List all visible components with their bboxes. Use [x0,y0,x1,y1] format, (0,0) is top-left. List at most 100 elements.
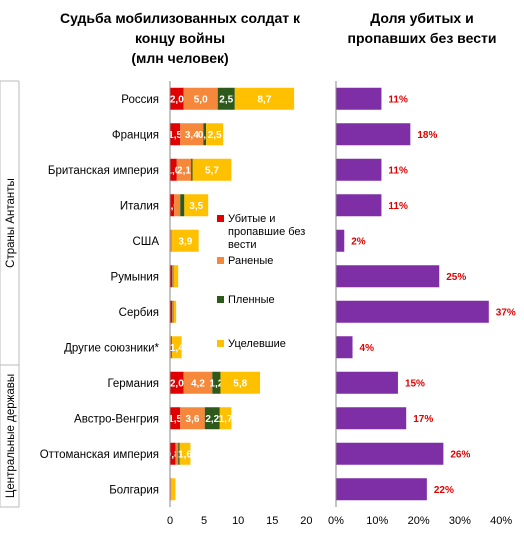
left-x-tick-label: 15 [266,515,278,527]
segment-value-label: 2,2 [205,414,219,425]
stacked-bar-segment [170,371,184,394]
share-bar [336,123,411,146]
share-bar [336,336,353,359]
segment-value-label: 5,0 [194,94,208,105]
legend-swatch [217,257,224,264]
group-label: Центральные державы [5,374,17,498]
group-axis: Страны Антанты Центральные державы [0,80,20,508]
stacked-bar-segment [180,194,185,217]
right-x-tick-label: 0% [328,515,344,527]
legend: Убитые и пропавшие без вести Раненые Пленные… [217,213,305,350]
legend-swatch [217,296,224,303]
stacked-bar-segment [192,158,232,181]
left-x-tick-label: 5 [201,515,207,527]
stacked-bar-segment [183,87,218,110]
share-value-label: 11% [388,201,408,212]
category-label: Россия [121,94,159,106]
category-label: Румыния [111,271,159,283]
segment-value-label: 5,8 [233,378,247,389]
stacked-bar-segment [179,442,191,465]
stacked-bar-segment [183,371,213,394]
category-label: Болгария [109,484,159,496]
share-value-label: 25% [446,272,466,283]
segment-value-label: 0,8 [166,449,180,460]
axes: 0 5 10 15 20 0% 10% 20% 30% 40% [167,81,512,527]
stacked-bar-segment [175,442,179,465]
share-value-label: 2% [351,236,366,247]
right-x-tick-label: 30% [449,515,471,527]
stacked-bar-segment [172,229,199,252]
stacked-bar-segment [170,87,184,110]
group-label: Страны Антанты [5,178,17,268]
segment-value-label: 5,7 [205,165,219,176]
category-labels: Россия Франция Британская империя Италия США… [40,94,160,497]
left-chart-title-line-1: Судьба мобилизованных солдат к [60,10,301,26]
stacked-bar-segment [170,158,177,181]
right-x-tick-label: 40% [490,515,512,527]
segment-value-label: 1,0 [166,165,180,176]
stacked-bar-segment [170,265,173,288]
stacked-bar-segment [217,87,235,110]
left-stacked-bars: 2,0 5,0 2,5 8,71,5 3,4 0,42,51,02,1 5,70,6 3,53… [165,87,295,501]
legend-label: Убитые и пропавшие без вести [228,213,305,251]
share-value-label: 15% [405,378,425,389]
stacked-bar-segment [219,407,232,430]
share-value-label: 18% [417,130,437,141]
category-label: Сербия [119,307,159,319]
share-value-label: 4% [360,343,375,354]
share-bar [336,300,489,323]
stacked-bar-segment [180,123,204,146]
share-value-label: 11% [388,94,408,105]
share-bar [336,265,440,288]
right-x-tick-label: 10% [366,515,388,527]
segment-value-label: 8,7 [258,94,272,105]
stacked-bar-segment [176,158,192,181]
segment-value-label: 1,4 [170,343,184,354]
legend-swatch [217,215,224,222]
stacked-bar-segment [172,265,173,288]
segment-value-label: 2,5 [208,130,222,141]
stacked-bar-segment [170,194,175,217]
segment-value-label: 0,6 [165,201,179,212]
stacked-bar-segment [203,123,207,146]
segment-value-label: 4,2 [191,378,205,389]
legend-label: Пленные [228,294,275,306]
category-label: Оттоманская империя [40,449,159,461]
stacked-bar-segment [172,265,174,288]
legend-label: Уцелевшие [228,338,286,350]
left-chart-title-line-2: концу войны [135,30,225,46]
stacked-bar-segment [170,300,173,323]
stacked-bar-segment [170,123,181,146]
left-x-tick-label: 0 [167,515,173,527]
segment-value-label: 2,0 [170,378,184,389]
category-label: Другие союзники* [64,342,159,354]
segment-value-label: 3,9 [178,236,192,247]
category-label: Британская империя [48,165,159,177]
segment-value-label: 2,5 [219,94,233,105]
share-value-label: 11% [388,165,408,176]
stacked-bar-segment [172,336,182,359]
stacked-bar-segment [172,300,174,323]
segment-value-label: 1,2 [209,378,223,389]
segment-value-label: 3,5 [189,201,203,212]
stacked-bar-segment [206,123,224,146]
segment-value-label: 1,6 [178,449,192,460]
segment-value-label: 2,1 [177,165,191,176]
stacked-bar-segment [170,407,181,430]
right-chart-title-line-2: пропавших без вести [348,30,497,46]
category-label: Италия [120,200,159,212]
category-label: Франция [112,129,159,141]
stacked-bar-segment [220,371,261,394]
share-value-label: 26% [450,449,470,460]
legend-swatch [217,340,224,347]
segment-value-label: 1,5 [168,130,182,141]
share-bar [336,407,407,430]
stacked-bar-segment [171,478,176,501]
share-bar [336,478,427,501]
share-bar [336,371,398,394]
left-x-tick-label: 10 [232,515,244,527]
share-value-label: 37% [496,307,516,318]
segment-value-label: 3,4 [185,130,199,141]
stacked-bar-segment [191,158,193,181]
